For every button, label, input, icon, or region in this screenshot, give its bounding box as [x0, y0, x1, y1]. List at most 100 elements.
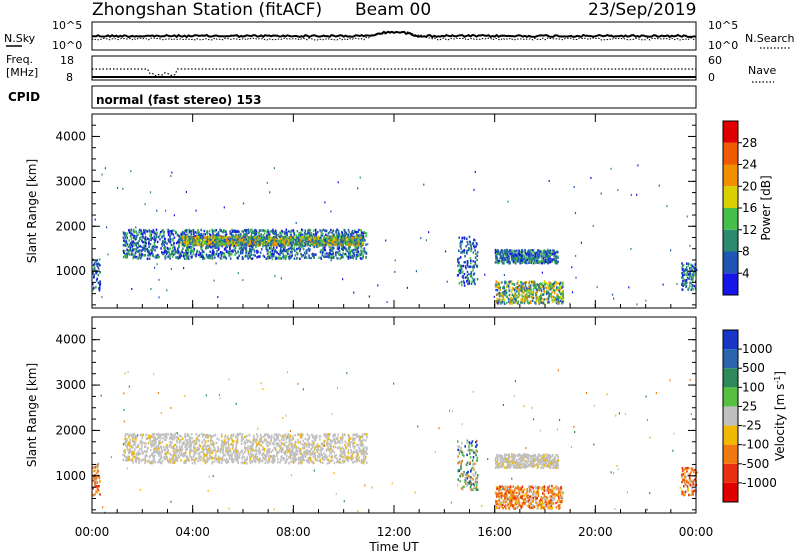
data-cell	[554, 254, 557, 257]
data-cell	[494, 248, 497, 252]
colorbar-tick-label: 16	[742, 201, 757, 215]
colorbar-tick-label: 24	[742, 158, 757, 172]
data-cell	[135, 226, 137, 229]
data-cell	[264, 229, 267, 232]
data-cell	[230, 235, 233, 239]
data-cell	[220, 461, 223, 464]
data-cell	[154, 442, 156, 445]
data-cell	[350, 250, 352, 253]
data-cell	[494, 261, 497, 264]
data-cell	[151, 230, 154, 234]
data-cell	[190, 247, 192, 250]
data-cell	[342, 452, 345, 456]
data-cell	[327, 255, 329, 258]
data-cell	[463, 249, 466, 252]
data-cell	[137, 250, 139, 253]
data-cell	[99, 280, 101, 283]
data-cell	[550, 287, 552, 291]
data-cell	[557, 286, 560, 289]
data-cell	[244, 237, 246, 240]
data-cell	[194, 235, 197, 238]
data-cell	[503, 302, 506, 305]
data-cell	[321, 240, 323, 243]
data-cell	[288, 247, 290, 251]
data-cell	[342, 235, 344, 238]
data-cell	[528, 289, 530, 292]
data-cell	[526, 299, 529, 302]
data-cell	[536, 259, 539, 263]
data-cell	[268, 441, 270, 444]
data-cell	[252, 243, 255, 247]
data-cell	[144, 450, 147, 453]
data-cell	[317, 240, 320, 243]
data-cell	[666, 205, 668, 208]
data-cell	[200, 228, 202, 232]
data-cell	[182, 232, 185, 236]
data-cell	[693, 284, 696, 288]
data-cell	[321, 248, 324, 251]
data-cell	[180, 232, 182, 236]
power-colorbar-swatches	[723, 121, 738, 295]
data-cell	[519, 261, 521, 265]
data-cell	[214, 238, 217, 241]
data-cell	[161, 235, 164, 238]
data-cell	[206, 242, 208, 245]
data-cell	[555, 283, 557, 286]
data-cell	[208, 235, 211, 239]
data-cell	[190, 251, 192, 254]
data-cell	[147, 238, 150, 241]
data-cell	[547, 260, 549, 263]
data-cell	[459, 242, 462, 245]
data-cell	[313, 243, 316, 246]
data-cell	[237, 272, 239, 275]
data-cell	[156, 246, 158, 249]
data-cell	[528, 254, 531, 258]
data-cell	[186, 229, 188, 232]
data-cell	[293, 232, 295, 235]
data-cell	[543, 261, 545, 264]
data-cell	[519, 301, 522, 304]
data-cell	[233, 229, 236, 232]
data-cell	[161, 242, 163, 245]
data-cell	[310, 243, 312, 246]
y-tick-label: 3000	[55, 174, 86, 188]
data-cell	[199, 244, 201, 247]
data-cell	[546, 289, 548, 292]
data-cell	[521, 254, 523, 258]
data-cell	[125, 239, 128, 242]
data-cell	[552, 289, 555, 292]
data-cell	[138, 256, 141, 259]
data-cell	[503, 293, 505, 297]
data-cell	[201, 249, 203, 252]
data-cell	[683, 273, 685, 276]
data-cell	[497, 281, 499, 285]
data-cell	[147, 254, 149, 257]
data-cell	[142, 248, 144, 251]
data-cell	[420, 237, 422, 240]
data-cell	[547, 286, 550, 289]
data-cell	[298, 246, 301, 249]
data-cell	[341, 231, 344, 235]
data-cell	[691, 286, 693, 289]
data-cell	[312, 243, 314, 246]
data-cell	[253, 236, 256, 239]
data-cell	[140, 249, 142, 252]
data-cell	[361, 238, 364, 241]
data-cell	[519, 250, 521, 253]
data-cell	[286, 231, 289, 234]
data-cell	[334, 252, 337, 255]
data-cell	[545, 251, 547, 254]
data-cell	[254, 254, 256, 257]
data-cell	[318, 256, 320, 259]
data-cell	[513, 256, 515, 260]
data-cell	[224, 236, 226, 240]
data-cell	[265, 237, 268, 240]
data-cell	[305, 242, 307, 246]
data-cell	[327, 232, 330, 235]
data-cell	[348, 236, 351, 239]
data-cell	[555, 256, 558, 260]
data-cell	[255, 437, 258, 440]
data-cell	[137, 233, 139, 236]
data-cell	[306, 249, 308, 252]
